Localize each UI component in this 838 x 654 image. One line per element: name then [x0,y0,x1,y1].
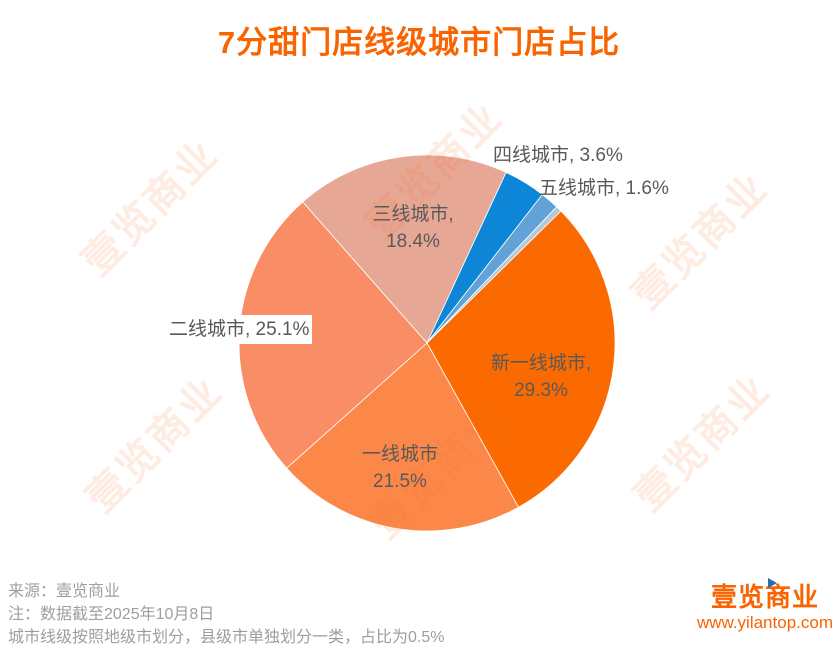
label-first-tier-name: 一线城市 [361,444,439,465]
brand-logo: 壹览商业 [710,578,819,612]
label-fifth-tier: 五线城市, 1.6% [539,178,669,199]
label-first-tier-value: 21.5% [373,471,427,492]
label-second-tier: 二线城市, 25.1% [166,315,313,344]
label-fourth-tier: 四线城市, 3.6% [493,145,623,166]
pie-slice-third-tier [302,154,507,344]
label-third-tier: 三线城市, 18.4% [372,201,453,255]
watermark: 壹览商业 [626,366,780,520]
date-note: 注：数据截至2025年10月8日 [8,606,215,623]
footer-notes: 来源：壹览商业 注：数据截至2025年10月8日 城市线级按照地级市划分，县级市… [8,580,444,649]
watermark: 壹览商业 [78,368,232,522]
pie-chart [238,154,616,532]
pie-slice-county-level [426,206,562,344]
label-first-tier: 一线城市 21.5% [362,441,438,495]
label-new-first-tier-name: 新一线城市, [490,353,592,374]
method-note: 城市线级按照地级市划分，县级市单独划分一类，占比为0.5% [8,629,445,646]
brand-name: 壹览商业 [710,582,819,612]
label-new-first-tier: 新一线城市, 29.3% [491,350,591,404]
pie-slice-new-first-tier [426,210,616,508]
pie-chart-svg [238,154,616,532]
label-third-tier-name: 三线城市, [372,204,454,225]
label-third-tier-value: 18.4% [386,231,440,252]
page-title: 7分甜门店线级城市门店占比 [217,25,621,60]
flag-icon [768,578,778,588]
label-new-first-tier-value: 29.3% [514,380,568,401]
watermark: 壹览商业 [74,131,228,285]
brand-website: www.yilantop.com [696,613,833,632]
pie-slice-first-tier [286,342,520,532]
source-note: 来源：壹览商业 [8,583,121,600]
brand-block: 壹览商业 www.yilantop.com [696,578,833,633]
